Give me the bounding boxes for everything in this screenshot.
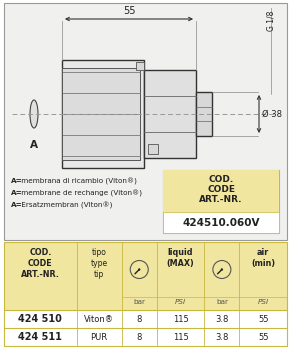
Bar bbox=[196, 92, 212, 136]
Text: 55: 55 bbox=[258, 315, 269, 323]
Text: bar: bar bbox=[216, 299, 228, 305]
Text: bar: bar bbox=[133, 299, 145, 305]
Text: A: A bbox=[30, 140, 38, 150]
Bar bbox=[62, 60, 144, 168]
Text: 3.8: 3.8 bbox=[215, 332, 228, 342]
Text: CODE: CODE bbox=[207, 185, 235, 194]
Text: 424 511: 424 511 bbox=[18, 332, 62, 342]
Text: tipo
type
tip: tipo type tip bbox=[91, 248, 108, 279]
Text: Viton®: Viton® bbox=[84, 315, 114, 323]
Text: PUR: PUR bbox=[91, 332, 108, 342]
Bar bbox=[144, 70, 196, 158]
Text: A=: A= bbox=[11, 190, 23, 196]
Bar bbox=[163, 212, 279, 233]
Text: 115: 115 bbox=[173, 332, 189, 342]
Text: COD.
CODE
ART.-NR.: COD. CODE ART.-NR. bbox=[21, 248, 60, 279]
Circle shape bbox=[138, 268, 141, 271]
Bar bbox=[163, 170, 279, 233]
Bar bbox=[4, 242, 287, 346]
Text: 8: 8 bbox=[136, 332, 142, 342]
Bar bbox=[62, 68, 140, 160]
Text: 424510.060V: 424510.060V bbox=[182, 217, 260, 228]
Bar bbox=[163, 170, 279, 212]
Text: ART.-NR.: ART.-NR. bbox=[199, 195, 243, 204]
Text: A=: A= bbox=[11, 178, 23, 184]
Bar bbox=[4, 3, 287, 240]
Bar bbox=[4, 310, 287, 346]
Text: membrana di ricambio (Viton®): membrana di ricambio (Viton®) bbox=[19, 178, 137, 185]
Text: G 1/8: G 1/8 bbox=[267, 11, 276, 32]
Text: PSI: PSI bbox=[175, 299, 186, 305]
Text: 8: 8 bbox=[136, 315, 142, 323]
Ellipse shape bbox=[30, 100, 38, 128]
Text: air
(min): air (min) bbox=[251, 248, 275, 268]
Text: liquid
(MAX): liquid (MAX) bbox=[167, 248, 194, 268]
Circle shape bbox=[221, 268, 223, 271]
Text: membrane de rechange (Viton®): membrane de rechange (Viton®) bbox=[19, 190, 142, 197]
Text: Ersatzmembran (Viton®): Ersatzmembran (Viton®) bbox=[19, 202, 112, 209]
Text: 424 510: 424 510 bbox=[18, 314, 62, 324]
Bar bbox=[4, 242, 287, 310]
Bar bbox=[148, 144, 158, 154]
Text: A=: A= bbox=[11, 202, 23, 208]
Text: Ø 38: Ø 38 bbox=[262, 110, 282, 119]
Text: 115: 115 bbox=[173, 315, 189, 323]
Text: 3.8: 3.8 bbox=[215, 315, 228, 323]
Text: 55: 55 bbox=[123, 6, 135, 16]
Bar bbox=[136, 62, 144, 70]
Text: COD.: COD. bbox=[208, 175, 234, 184]
Text: PSI: PSI bbox=[258, 299, 269, 305]
Text: 55: 55 bbox=[258, 332, 269, 342]
